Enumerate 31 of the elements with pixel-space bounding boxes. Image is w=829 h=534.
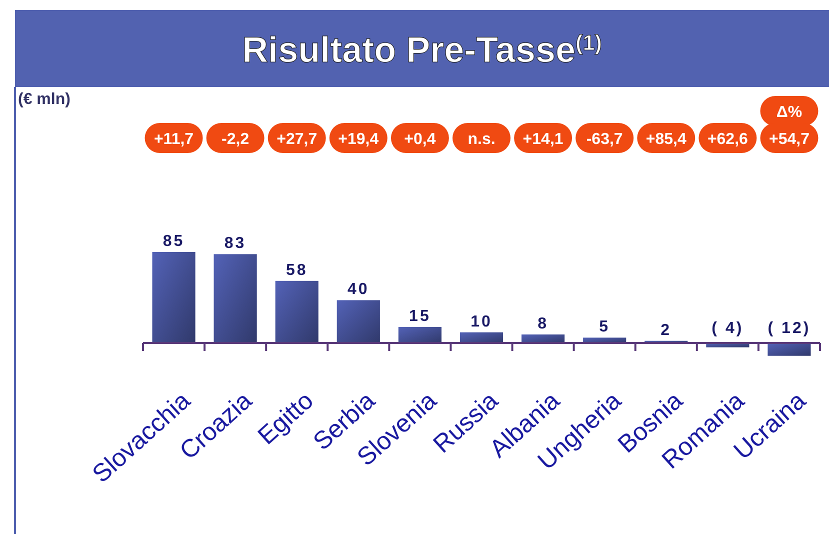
- data-label: 85: [162, 233, 185, 250]
- text: -2,2: [222, 131, 250, 148]
- data-label: 58: [286, 262, 308, 279]
- text: +85,4: [646, 131, 686, 148]
- bar: [152, 252, 196, 343]
- text: Δ%: [776, 104, 802, 121]
- data-label: 5: [599, 318, 610, 336]
- chart-title: Risultato Pre-Tasse$^{(1)}$: [242, 29, 602, 70]
- data-label: 10: [470, 313, 492, 330]
- bar: [214, 254, 257, 343]
- text: +11,7: [154, 131, 194, 148]
- text: +0,4: [404, 131, 436, 148]
- data-label: 8: [538, 315, 548, 332]
- data-label: 40: [348, 281, 370, 298]
- text: +62,6: [707, 131, 748, 148]
- data-label: 2: [660, 322, 672, 339]
- text: n.s.: [468, 131, 496, 148]
- text: +27,7: [276, 131, 318, 148]
- data-label: ( 4): [712, 320, 744, 337]
- data-label: 83: [224, 235, 246, 252]
- text: (€ mln): [18, 91, 70, 108]
- data-label: 15: [409, 308, 431, 325]
- text: +14,1: [522, 131, 564, 148]
- bar: [768, 343, 811, 356]
- bar: [336, 300, 380, 343]
- bar: [275, 280, 318, 343]
- text: -63,7: [586, 131, 623, 148]
- bar: [398, 326, 442, 343]
- data-label: ( 12): [768, 320, 811, 337]
- text: +54,7: [768, 131, 810, 148]
- text: +19,4: [338, 131, 379, 148]
